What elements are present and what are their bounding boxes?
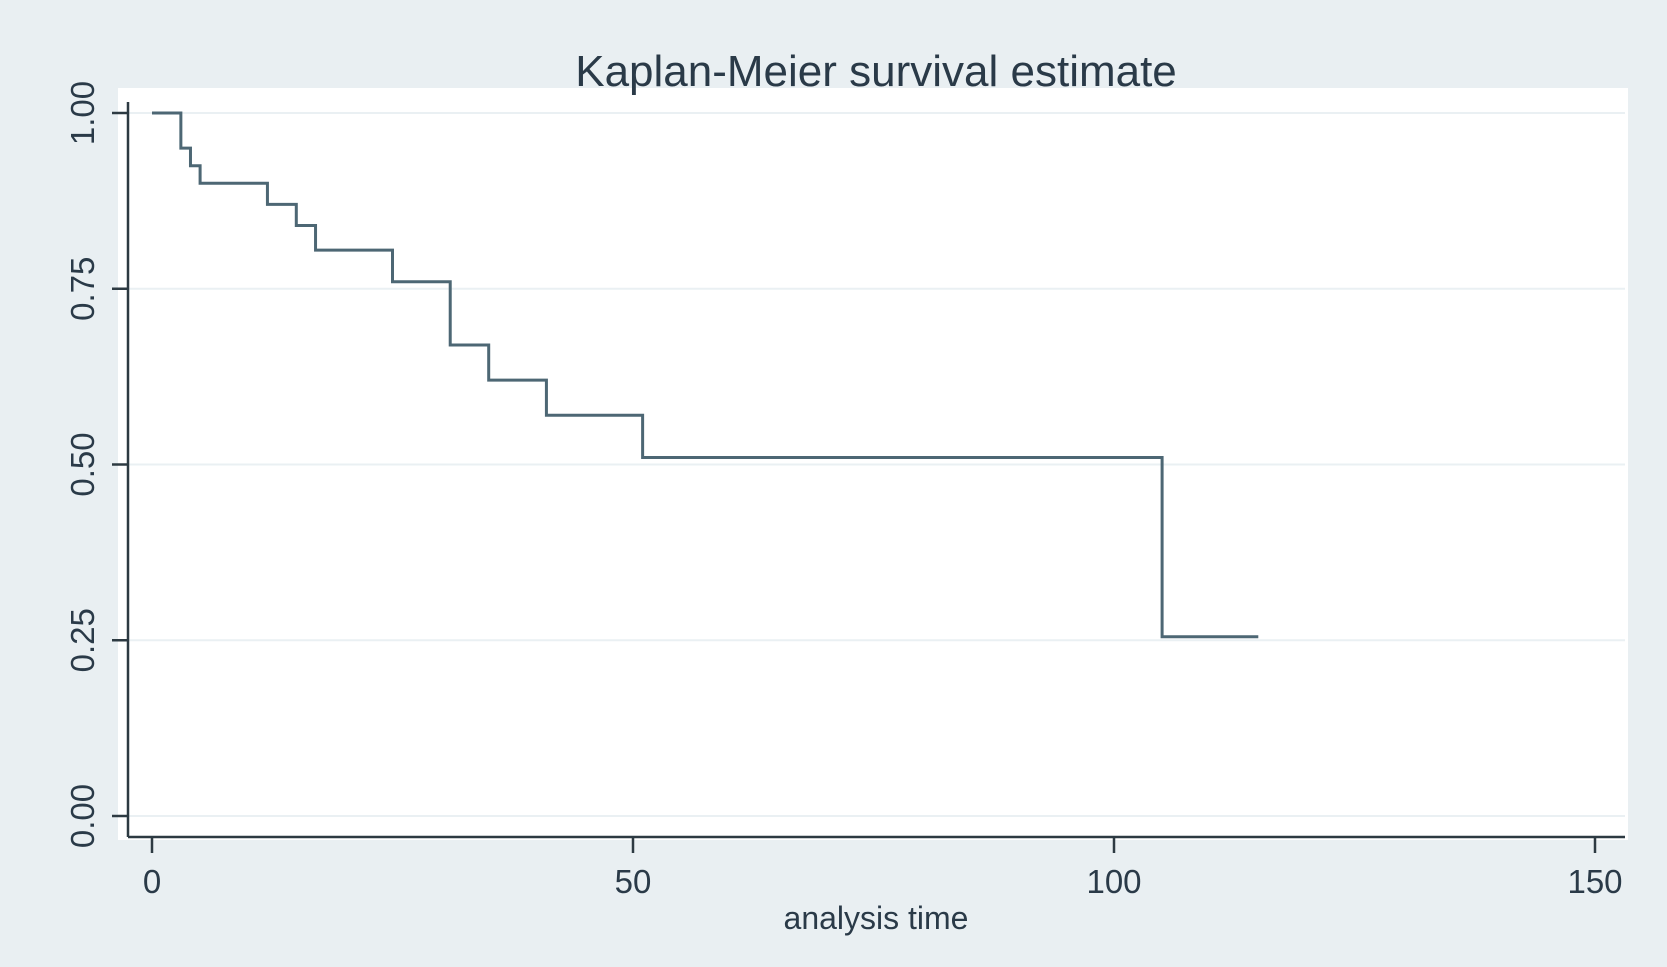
x-axis-label: analysis time <box>784 900 969 936</box>
y-tick-label-0: 0.00 <box>64 784 101 848</box>
tick-labels: 0 50 100 150 0.00 0.25 0.50 0.75 1.00 <box>64 81 1623 900</box>
axes <box>112 102 1625 853</box>
gridlines <box>128 112 1625 817</box>
x-tick-label-1: 50 <box>615 863 652 900</box>
x-tick-label-3: 150 <box>1567 863 1622 900</box>
y-tick-label-3: 0.75 <box>64 257 101 321</box>
chart-title: Kaplan-Meier survival estimate <box>575 47 1177 96</box>
y-tick-label-4: 1.00 <box>64 81 101 145</box>
y-tick-label-2: 0.50 <box>64 432 101 496</box>
survival-curve <box>152 111 1259 639</box>
x-tick-label-0: 0 <box>143 863 161 900</box>
x-tick-label-2: 100 <box>1086 863 1141 900</box>
y-tick-label-1: 0.25 <box>64 608 101 672</box>
